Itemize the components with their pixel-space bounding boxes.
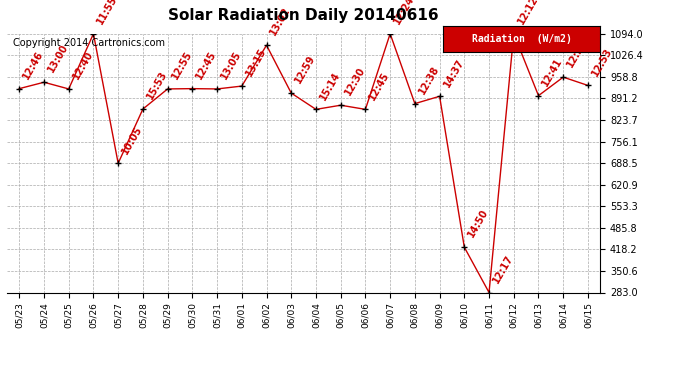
Text: 12:24: 12:24 (392, 0, 416, 26)
Text: 15:14: 15:14 (318, 70, 342, 102)
Text: 12:59: 12:59 (293, 54, 317, 86)
Text: 12:55: 12:55 (170, 50, 194, 81)
Text: 12:40: 12:40 (70, 50, 95, 81)
Text: 14:50: 14:50 (466, 208, 491, 239)
Text: 13:15: 13:15 (244, 46, 268, 78)
Text: 12:41: 12:41 (540, 56, 564, 88)
Text: 12:46: 12:46 (21, 49, 46, 81)
Text: 12:45: 12:45 (367, 70, 391, 102)
Text: 13:02: 13:02 (268, 6, 293, 38)
Text: 12:12: 12:12 (515, 0, 540, 26)
Text: 12:38: 12:38 (417, 64, 441, 96)
Text: 13:00: 13:00 (46, 43, 70, 75)
Text: 12:30: 12:30 (343, 66, 367, 98)
Text: 12:17: 12:17 (491, 253, 515, 285)
Text: 12:45: 12:45 (195, 49, 219, 81)
Text: 12:53: 12:53 (590, 46, 614, 78)
Text: Copyright 2014 Cartronics.com: Copyright 2014 Cartronics.com (13, 38, 165, 48)
Text: 10:05: 10:05 (120, 124, 144, 156)
Title: Solar Radiation Daily 20140616: Solar Radiation Daily 20140616 (168, 8, 439, 23)
Text: 14:37: 14:37 (442, 57, 466, 88)
Text: 11:55: 11:55 (95, 0, 119, 26)
Text: 12:39: 12:39 (565, 38, 589, 69)
Text: 13:05: 13:05 (219, 50, 243, 81)
Text: 15:53: 15:53 (145, 69, 169, 101)
